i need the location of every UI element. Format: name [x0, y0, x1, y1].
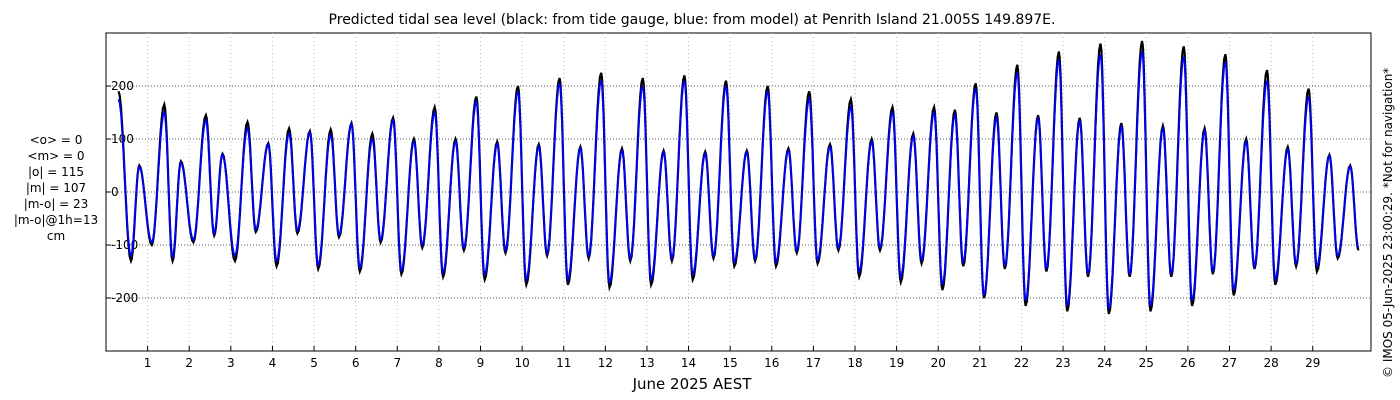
stat-line: |o| = 115: [27, 165, 84, 179]
x-tick-label: 25: [1139, 356, 1154, 370]
stat-line: |m-o|@1h=13: [13, 213, 99, 227]
x-tick-label: 23: [1055, 356, 1070, 370]
y-tick-label: -200: [111, 291, 138, 305]
chart-title: Predicted tidal sea level (black: from t…: [329, 12, 1056, 28]
x-tick-label: 2: [185, 356, 193, 370]
grid-lines: [106, 33, 1371, 351]
x-tick-label: 19: [889, 356, 904, 370]
x-tick-label: 3: [227, 356, 235, 370]
stats-panel: <o> = 0 <m> = 0 |o| = 115 |m| = 107 |m-o| = …: [8, 132, 104, 244]
x-axis-label: June 2025 AEST: [632, 375, 753, 393]
x-tick-label: 12: [598, 356, 613, 370]
x-tick-label: 4: [269, 356, 277, 370]
x-tick-label: 9: [477, 356, 485, 370]
y-tick-label: 0: [111, 185, 119, 199]
x-tick-label: 15: [723, 356, 738, 370]
stat-line: |m| = 107: [25, 181, 87, 195]
y-tick-label: 200: [111, 79, 134, 93]
x-tick-label: 8: [435, 356, 443, 370]
x-tick-label: 24: [1097, 356, 1112, 370]
stat-line: <m> = 0: [27, 149, 85, 163]
x-tick-label: 28: [1263, 356, 1278, 370]
x-tick-label: 6: [352, 356, 360, 370]
x-tick-label: 26: [1180, 356, 1195, 370]
x-tick-label: 20: [931, 356, 946, 370]
x-tick-label: 29: [1305, 356, 1320, 370]
x-tick-label: 10: [514, 356, 529, 370]
x-tick-label: 17: [806, 356, 821, 370]
x-tick-label: 21: [972, 356, 987, 370]
x-tick-label: 7: [393, 356, 401, 370]
x-tick-label: 13: [639, 356, 654, 370]
x-tick-label: 1: [144, 356, 152, 370]
x-tick-label: 22: [1014, 356, 1029, 370]
side-note: © IMOS 05-Jun-2025 23:00:29. *Not for na…: [1381, 68, 1395, 378]
axis-ticks: 1 2 3 4 5 6 7 8 9 10 11 12 13 14 15 16 17 18 19 20 21 22 23 24 2…: [106, 79, 1320, 370]
stat-line: |m-o| = 23: [23, 197, 89, 211]
x-tick-label: 27: [1222, 356, 1237, 370]
stat-line: <o> = 0: [29, 133, 83, 147]
y-tick-label: -100: [111, 238, 138, 252]
x-tick-label: 11: [556, 356, 571, 370]
x-tick-label: 5: [310, 356, 318, 370]
x-tick-label: 18: [847, 356, 862, 370]
x-tick-label: 14: [681, 356, 696, 370]
series-lines: [117, 40, 1360, 315]
series-line-model: [117, 51, 1360, 309]
stat-line: cm: [46, 229, 66, 243]
x-tick-label: 16: [764, 356, 779, 370]
